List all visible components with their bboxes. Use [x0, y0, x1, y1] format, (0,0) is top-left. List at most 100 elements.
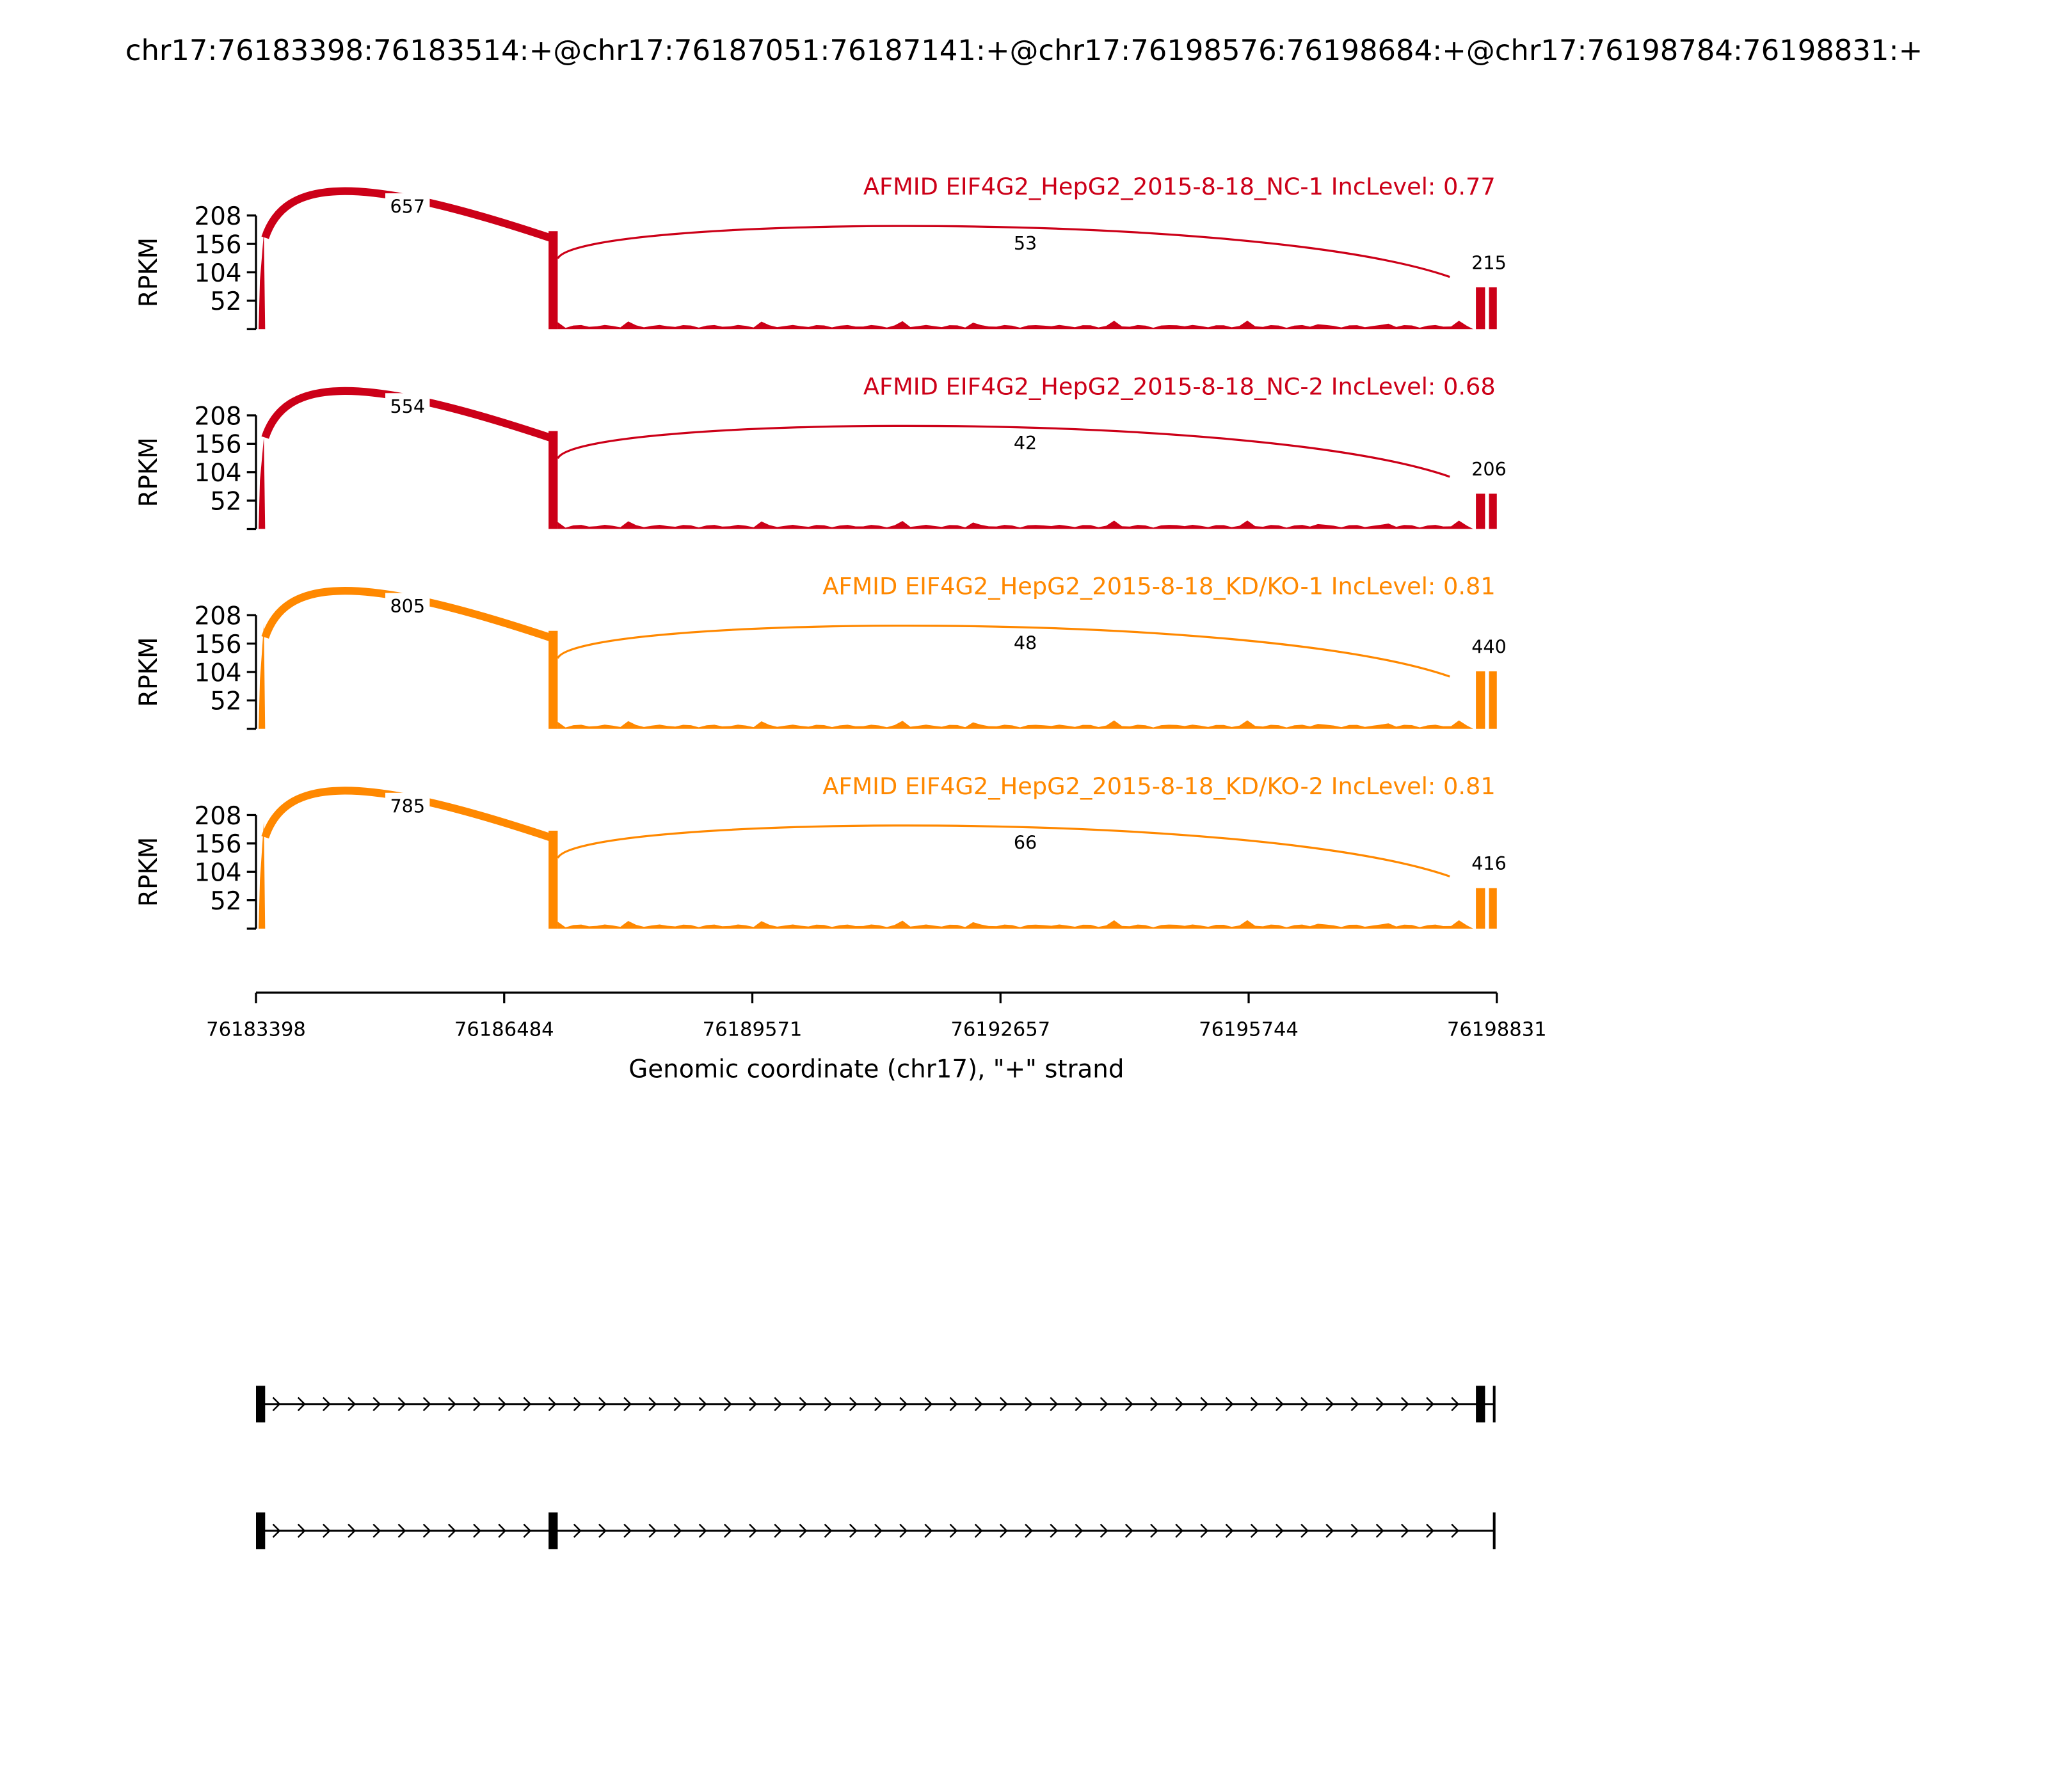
track-title: AFMID EIF4G2_HepG2_2015-8-18_KD/KO-2 Inc…	[822, 772, 1495, 800]
x-axis: 76183398 76186484 76189571 76192657 76195744…	[206, 991, 1547, 1084]
strand-arrow-icon	[1400, 1523, 1409, 1538]
junction-arc	[556, 625, 1450, 678]
strand-arrow-icon	[1075, 1396, 1084, 1411]
junction-arc	[556, 225, 1450, 278]
strand-arrow-icon	[799, 1396, 808, 1411]
strand-arrow-icon	[899, 1523, 908, 1538]
strand-arrow-icon	[849, 1396, 858, 1411]
coverage-exon-3	[1476, 888, 1485, 929]
strand-arrow-icon	[723, 1523, 732, 1538]
strand-arrow-icon	[422, 1396, 431, 1411]
strand-arrow-icon	[999, 1396, 1008, 1411]
strand-arrow-icon	[623, 1523, 632, 1538]
x-tick-label: 76198831	[1447, 1018, 1547, 1041]
strand-arrow-icon	[1375, 1396, 1384, 1411]
coverage-exon-4	[1489, 888, 1497, 929]
strand-arrow-icon	[698, 1523, 707, 1538]
gene-model-2	[256, 1512, 1496, 1549]
strand-arrow-icon	[1250, 1396, 1259, 1411]
strand-arrow-icon	[397, 1396, 406, 1411]
coverage-exon-2	[548, 231, 558, 330]
x-tick-label: 76186484	[454, 1018, 554, 1041]
track-title: AFMID EIF4G2_HepG2_2015-8-18_NC-2 IncLev…	[863, 372, 1496, 400]
coverage-exon-4	[1489, 493, 1497, 529]
strand-arrow-icon	[974, 1396, 983, 1411]
strand-arrow-icon	[1050, 1523, 1059, 1538]
x-tick-label: 76192657	[950, 1018, 1050, 1041]
junction-arc	[556, 824, 1450, 877]
strand-arrow-icon	[1100, 1396, 1108, 1411]
strand-arrow-icon	[1276, 1396, 1284, 1411]
x-tick-label: 76189571	[703, 1018, 803, 1041]
junction-count: 416	[1471, 852, 1507, 874]
strand-arrow-icon	[1325, 1523, 1334, 1538]
y-axis-label: RPKM	[134, 637, 163, 707]
strand-arrow-icon	[1124, 1523, 1133, 1538]
y-axis-label: RPKM	[134, 237, 163, 307]
strand-arrow-icon	[1050, 1396, 1059, 1411]
strand-arrow-icon	[498, 1523, 507, 1538]
strand-arrow-icon	[623, 1396, 632, 1411]
strand-arrow-icon	[323, 1523, 331, 1538]
strand-arrow-icon	[447, 1523, 456, 1538]
y-tick-label: 104	[195, 459, 242, 488]
junction-count: 785	[390, 795, 425, 817]
coverage-exon-1	[259, 232, 266, 330]
gene-model-1	[256, 1386, 1496, 1423]
y-tick-label: 52	[210, 687, 241, 716]
strand-arrow-icon	[348, 1523, 356, 1538]
junction-count: 440	[1471, 636, 1507, 657]
strand-arrow-icon	[1175, 1523, 1184, 1538]
junction-count: 805	[390, 595, 425, 617]
y-tick-label: 208	[195, 802, 242, 831]
strand-arrow-icon	[1025, 1396, 1033, 1411]
strand-arrow-icon	[723, 1396, 732, 1411]
strand-arrow-icon	[573, 1523, 582, 1538]
strand-arrow-icon	[473, 1396, 481, 1411]
strand-arrow-icon	[473, 1523, 481, 1538]
strand-arrow-icon	[673, 1523, 682, 1538]
strand-arrow-icon	[648, 1523, 657, 1538]
track-title: AFMID EIF4G2_HepG2_2015-8-18_KD/KO-1 Inc…	[822, 573, 1495, 600]
strand-arrow-icon	[648, 1396, 657, 1411]
strand-arrow-icon	[849, 1523, 858, 1538]
strand-arrow-icon	[397, 1523, 406, 1538]
strand-arrow-icon	[1100, 1523, 1108, 1538]
strand-arrow-icon	[523, 1523, 532, 1538]
strand-arrow-icon	[949, 1523, 958, 1538]
figure-title: chr17:76183398:76183514:+@chr17:76187051…	[125, 33, 1923, 67]
junction-count: 554	[390, 396, 425, 417]
coverage-exon-1	[259, 437, 266, 529]
junction-count: 206	[1471, 458, 1507, 480]
junction-count: 48	[1014, 632, 1037, 653]
strand-arrow-icon	[749, 1396, 757, 1411]
strand-arrow-icon	[548, 1396, 557, 1411]
junction-arc	[261, 587, 552, 641]
strand-arrow-icon	[1350, 1396, 1359, 1411]
coverage-exon-1	[259, 821, 266, 929]
strand-arrow-icon	[422, 1523, 431, 1538]
strand-arrow-icon	[598, 1523, 607, 1538]
junction-count: 42	[1014, 432, 1037, 454]
strand-arrow-icon	[924, 1523, 933, 1538]
strand-arrow-icon	[899, 1396, 908, 1411]
y-tick-label: 156	[195, 431, 242, 460]
coverage-intron	[557, 720, 1474, 729]
coverage-exon-3	[1476, 493, 1485, 529]
strand-arrow-icon	[272, 1396, 281, 1411]
junction-arc	[261, 787, 552, 841]
y-axis-label: RPKM	[134, 837, 163, 907]
coverage-exon-1	[259, 624, 266, 729]
strand-arrow-icon	[1400, 1396, 1409, 1411]
strand-arrow-icon	[1325, 1396, 1334, 1411]
y-tick-label: 156	[195, 230, 242, 259]
strand-arrow-icon	[1225, 1396, 1234, 1411]
coverage-exon-2	[548, 431, 558, 529]
junction-arc	[261, 387, 552, 442]
strand-arrow-icon	[1426, 1396, 1434, 1411]
strand-arrow-icon	[1451, 1523, 1460, 1538]
